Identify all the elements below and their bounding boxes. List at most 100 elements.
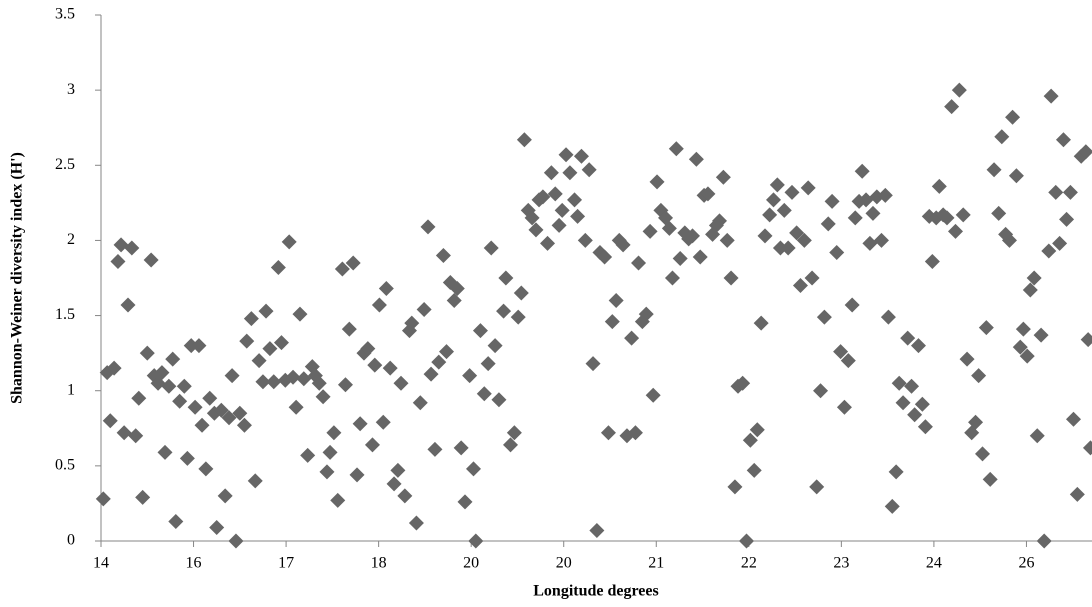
point	[715, 169, 731, 185]
point	[110, 253, 126, 269]
point	[510, 309, 526, 325]
x-tick-label: 14	[93, 555, 109, 572]
x-tick-label: 18	[371, 555, 387, 572]
point	[349, 467, 365, 483]
point	[360, 341, 376, 357]
point	[179, 450, 195, 466]
point	[102, 413, 118, 429]
point	[420, 219, 436, 235]
point	[792, 278, 808, 294]
point	[524, 210, 540, 226]
point	[139, 345, 155, 361]
point	[661, 220, 677, 236]
point	[776, 202, 792, 218]
point	[161, 378, 177, 394]
point	[476, 386, 492, 402]
point	[124, 240, 140, 256]
point	[589, 522, 605, 538]
point	[804, 270, 820, 286]
point	[168, 513, 184, 529]
y-tick-label: 0	[67, 532, 75, 549]
point	[947, 223, 963, 239]
point	[924, 253, 940, 269]
point	[1069, 486, 1085, 502]
point	[939, 210, 955, 226]
point	[585, 356, 601, 372]
point	[631, 255, 647, 271]
point	[597, 249, 613, 265]
point	[1005, 109, 1021, 125]
point	[341, 321, 357, 337]
point	[692, 249, 708, 265]
point	[465, 461, 481, 477]
point	[334, 261, 350, 277]
point	[311, 375, 327, 391]
point	[371, 297, 387, 313]
point	[723, 270, 739, 286]
y-tick-label: 1	[67, 381, 75, 398]
point	[382, 360, 398, 376]
y-tick-label: 3	[67, 81, 75, 98]
y-tick-label: 2	[67, 231, 75, 248]
point	[221, 410, 237, 426]
point	[873, 232, 889, 248]
point	[562, 165, 578, 181]
point	[668, 141, 684, 157]
point	[266, 374, 282, 390]
point	[800, 180, 816, 196]
point	[765, 192, 781, 208]
point	[106, 360, 122, 376]
point	[217, 488, 233, 504]
point	[847, 210, 863, 226]
point	[198, 461, 214, 477]
point	[285, 369, 301, 385]
point	[498, 270, 514, 286]
point	[910, 338, 926, 354]
point	[753, 315, 769, 331]
y-axis-title: Shannon-Weiner diversity index (H')	[9, 152, 26, 404]
point	[971, 368, 987, 384]
point	[131, 390, 147, 406]
point	[824, 193, 840, 209]
point	[326, 425, 342, 441]
point	[796, 232, 812, 248]
point	[895, 395, 911, 411]
point	[255, 374, 271, 390]
point	[183, 338, 199, 354]
point	[955, 207, 971, 223]
point	[364, 437, 380, 453]
x-axis-title: Longitude degrees	[533, 583, 658, 600]
point	[727, 479, 743, 495]
x-tick-label: 21	[648, 555, 664, 572]
point	[567, 192, 583, 208]
point	[772, 240, 788, 256]
point	[435, 247, 451, 263]
y-tick-label: 2.5	[55, 156, 75, 173]
point	[862, 235, 878, 251]
point	[638, 306, 654, 322]
point	[649, 174, 665, 190]
point	[688, 151, 704, 167]
point	[664, 270, 680, 286]
point	[232, 405, 248, 421]
point	[296, 371, 312, 387]
point	[462, 368, 478, 384]
point	[386, 476, 402, 492]
point	[187, 399, 203, 415]
point	[288, 399, 304, 415]
point	[506, 425, 522, 441]
point	[528, 222, 544, 238]
point	[904, 378, 920, 394]
point	[247, 473, 263, 489]
point	[446, 293, 462, 309]
point	[397, 488, 413, 504]
point	[844, 297, 860, 313]
point	[914, 396, 930, 412]
point	[143, 252, 159, 268]
point	[423, 366, 439, 382]
point	[854, 163, 870, 179]
point	[491, 392, 507, 408]
point	[784, 184, 800, 200]
point	[888, 464, 904, 480]
point	[558, 147, 574, 163]
